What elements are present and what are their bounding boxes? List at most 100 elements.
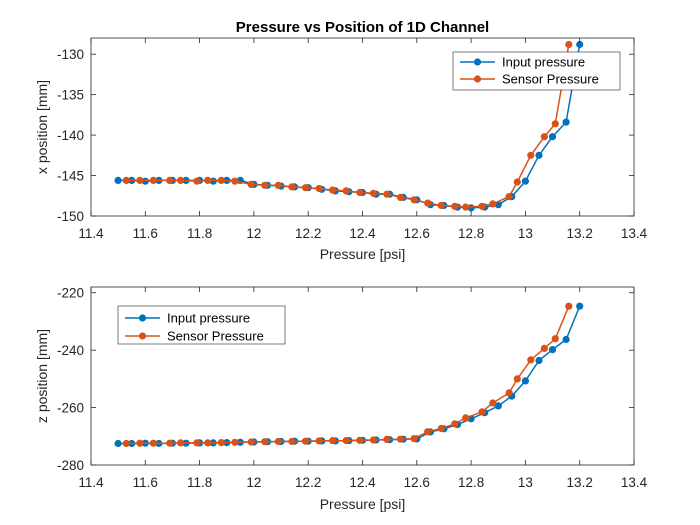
y-tick-label: -240 [57,343,84,358]
data-point-input-pressure [548,346,557,354]
data-point-sensor-pressure [396,193,405,201]
data-point-sensor-pressure [565,40,573,49]
data-point-sensor-pressure [166,439,174,447]
data-point-sensor-pressure [247,180,255,188]
data-point-sensor-pressure [136,439,144,447]
data-point-sensor-pressure [356,188,364,197]
data-point-input-pressure [494,402,502,410]
data-point-sensor-pressure [166,176,174,184]
data-point-sensor-pressure [369,436,377,444]
data-point-sensor-pressure [551,335,559,343]
data-point-sensor-pressure [424,428,432,436]
subplot-x-position: Pressure vs Position of 1D Channel Press… [34,19,648,262]
data-point-input-pressure [562,118,570,126]
data-point-input-pressure [114,176,122,184]
y-axis-label: x position [mm] [34,80,50,174]
axes-box [90,286,635,466]
axes-box [90,37,635,217]
data-point-sensor-pressure [247,438,255,446]
data-point-sensor-pressure [513,375,521,383]
series-layer [114,302,584,448]
data-point-sensor-pressure [551,120,559,128]
data-point-input-pressure [141,177,149,185]
x-tick-label: 11.6 [133,226,158,241]
data-point-sensor-pressure [383,435,391,443]
data-point-sensor-pressure [424,199,432,207]
data-point-sensor-pressure [540,344,549,352]
x-tick-label: 13.2 [567,226,593,241]
legend: Input pressure Sensor Pressure [117,305,286,345]
series-line-sensor-pressure [126,44,570,208]
data-point-sensor-pressure [505,389,513,397]
data-point-sensor-pressure [231,177,239,185]
legend-marker-input-pressure [138,314,147,322]
data-point-sensor-pressure [149,439,157,447]
data-point-sensor-pressure [149,176,157,184]
x-tick-label: 12 [246,226,261,241]
data-point-sensor-pressure [204,439,212,447]
data-point-sensor-pressure [122,176,130,184]
data-point-sensor-pressure [177,176,185,184]
data-point-input-pressure [576,302,584,310]
data-point-sensor-pressure [437,424,445,433]
data-point-sensor-pressure [527,356,535,364]
x-tick-label: 12.2 [295,226,321,241]
y-tick-label: -280 [57,458,84,473]
data-point-input-pressure [114,439,122,448]
data-point-sensor-pressure [437,201,445,210]
legend-marker-sensor-pressure [473,75,482,83]
data-point-sensor-pressure [462,203,470,211]
data-point-input-pressure [535,151,543,159]
x-tick-label: 13 [518,475,533,490]
data-point-sensor-pressure [565,302,573,310]
y-tick-label: -150 [57,209,84,224]
data-point-sensor-pressure [462,414,470,422]
legend-box [117,305,286,345]
data-point-sensor-pressure [478,408,486,416]
data-point-input-pressure [562,335,570,344]
y-tick-label: -140 [57,128,84,143]
data-point-sensor-pressure [410,435,418,443]
legend-box [452,51,621,91]
x-tick-label: 12.4 [349,226,376,241]
data-point-sensor-pressure [329,186,337,194]
legend-label-sensor-pressure: Sensor Pressure [167,329,264,344]
data-point-sensor-pressure [217,439,225,447]
tick-layer: 11.4 11.6 11.8 12 12.2 12.4 12.6 12.8 13 13.2 13.4… [57,286,648,490]
y-axis-label: z position [mm] [34,329,50,423]
data-point-sensor-pressure [342,437,350,445]
chart-title: Pressure vs Position of 1D Channel [236,19,489,36]
x-tick-label: 13.2 [567,475,593,490]
data-point-sensor-pressure [527,151,535,159]
data-point-sensor-pressure [410,196,418,204]
data-point-sensor-pressure [451,420,459,428]
data-point-sensor-pressure [329,437,337,445]
series-layer [114,40,584,212]
legend-marker-sensor-pressure [138,332,147,340]
x-tick-label: 11.8 [187,475,212,490]
x-tick-label: 12.6 [404,226,430,241]
y-tick-label: -260 [57,401,84,416]
data-point-sensor-pressure [451,202,459,210]
legend: Input pressure Sensor Pressure [452,51,621,91]
data-point-sensor-pressure [288,437,296,446]
data-point-sensor-pressure [505,193,513,201]
data-point-sensor-pressure [177,439,185,447]
data-point-input-pressure [535,356,543,365]
y-tick-label: -145 [57,169,84,184]
tick-layer: 11.4 11.6 11.8 12 12.2 12.4 12.6 12.8 13 13.2 13.4… [57,38,648,241]
data-point-sensor-pressure [231,438,239,446]
data-point-sensor-pressure [288,183,296,191]
data-point-sensor-pressure [204,176,212,184]
y-tick-label: -135 [57,88,84,103]
data-point-sensor-pressure [274,181,282,189]
data-point-sensor-pressure [122,439,130,448]
data-point-sensor-pressure [261,438,269,446]
x-tick-label: 12.4 [349,475,376,490]
series-line-sensor-pressure [126,305,570,445]
data-point-sensor-pressure [301,184,310,192]
x-tick-label: 12 [246,475,261,490]
data-point-sensor-pressure [136,176,144,184]
y-tick-label: -220 [57,286,84,301]
